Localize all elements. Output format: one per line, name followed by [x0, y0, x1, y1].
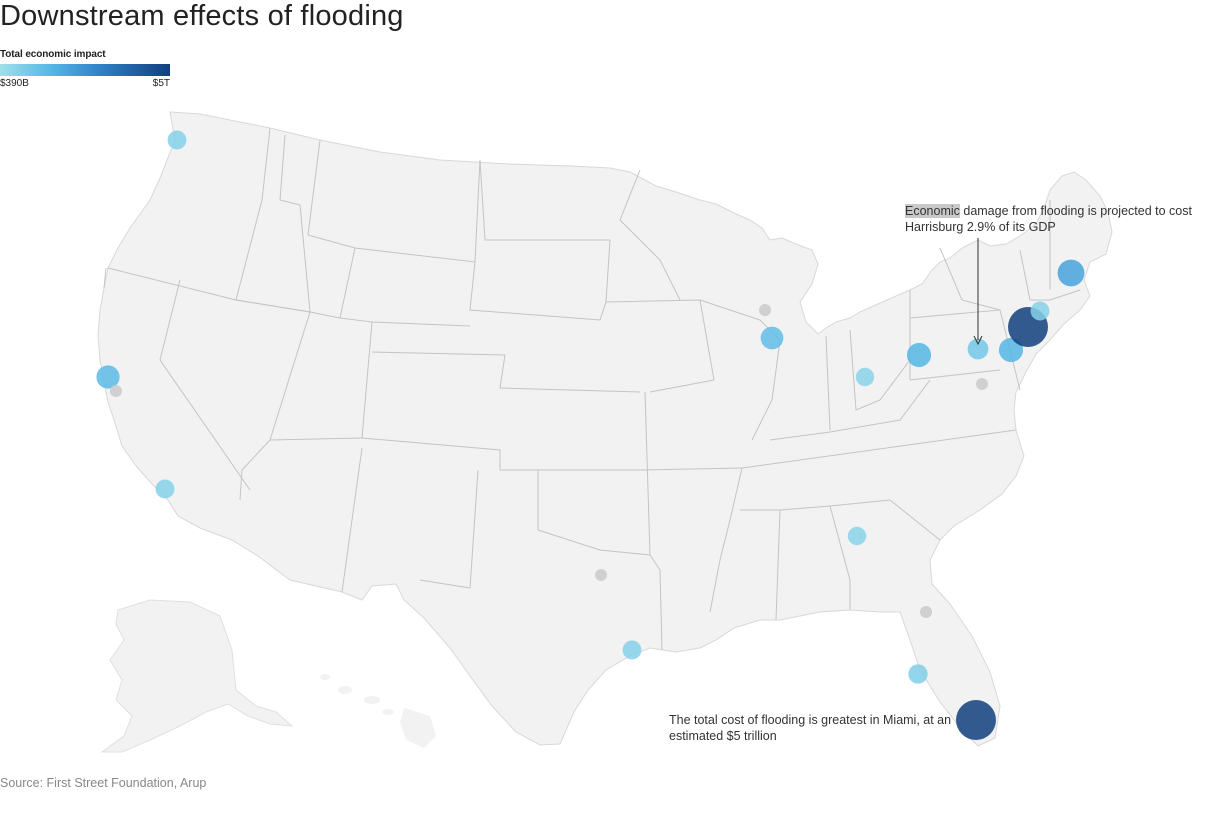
annotation-harrisburg: Economic damage from flooding is project… — [905, 203, 1205, 235]
city-point-chicago[interactable] — [760, 326, 784, 350]
us-land-outline — [97, 111, 1113, 753]
city-point-san-francisco[interactable] — [96, 365, 120, 389]
city-impact-points — [96, 130, 1085, 740]
city-point-boston[interactable] — [1057, 259, 1085, 287]
source-note: Source: First Street Foundation, Arup — [0, 776, 207, 790]
city-point-washington-dc[interactable] — [976, 378, 988, 390]
city-point-miami[interactable] — [956, 700, 996, 740]
legend-color-bar — [0, 64, 170, 76]
annotation-miami: The total cost of flooding is greatest i… — [669, 713, 952, 743]
city-point-pittsburgh[interactable] — [906, 342, 932, 368]
city-point-hartford[interactable] — [1030, 301, 1050, 321]
city-point-philadelphia[interactable] — [998, 337, 1024, 363]
city-point-jacksonville[interactable] — [920, 606, 932, 618]
legend-min-label: $390B — [0, 78, 29, 89]
city-point-seattle[interactable] — [167, 130, 187, 150]
city-point-harrisburg[interactable] — [967, 338, 989, 360]
hawaii — [320, 674, 436, 748]
city-point-san-jose[interactable] — [110, 385, 122, 397]
city-point-houston[interactable] — [622, 640, 642, 660]
city-point-austin[interactable] — [595, 569, 607, 581]
city-point-tampa[interactable] — [908, 664, 928, 684]
contiguous-us — [97, 111, 1113, 747]
legend-ticks: $390B $5T — [0, 78, 172, 92]
annotation-harrisburg-text: damage from flooding is projected to cos… — [905, 204, 1192, 234]
annotation-harrisburg-highlight: Economic — [905, 204, 960, 218]
alaska — [100, 599, 294, 753]
legend-title: Total economic impact — [0, 49, 106, 60]
city-point-atlanta[interactable] — [847, 526, 867, 546]
legend: Total economic impact $390B $5T — [0, 49, 172, 92]
page-title: Downstream effects of flooding — [0, 0, 404, 32]
city-point-columbus[interactable] — [855, 367, 875, 387]
city-point-milwaukee[interactable] — [759, 304, 771, 316]
city-point-los-angeles[interactable] — [155, 479, 175, 499]
state-borders — [103, 127, 1081, 651]
legend-max-label: $5T — [152, 78, 170, 89]
